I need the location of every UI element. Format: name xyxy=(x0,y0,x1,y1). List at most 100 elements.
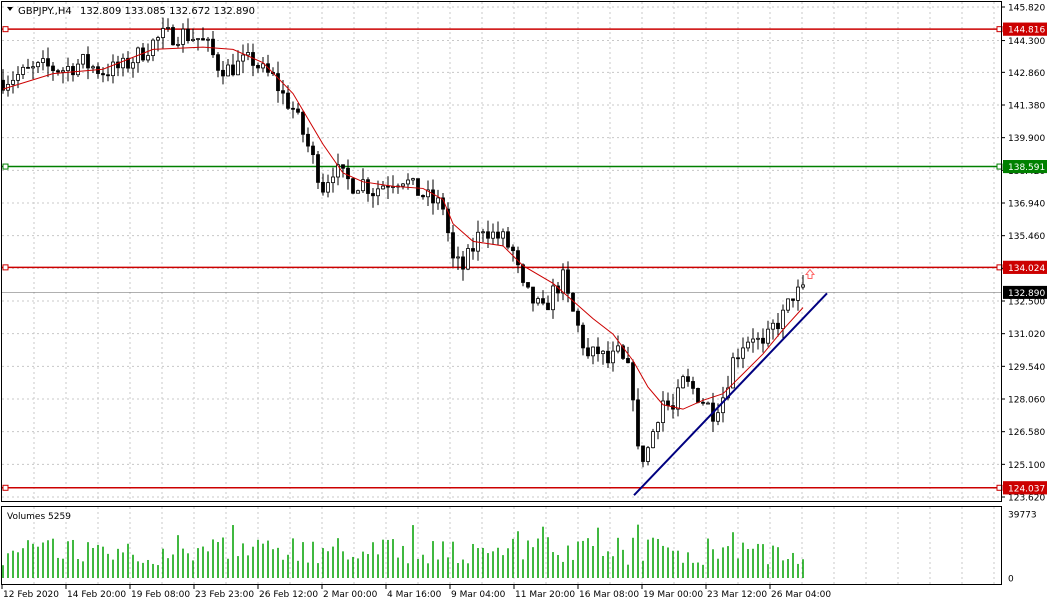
uptrend-line[interactable] xyxy=(633,292,828,496)
candle-body xyxy=(591,346,595,357)
candle-body xyxy=(51,65,55,72)
candle-body xyxy=(551,285,555,311)
candle-body xyxy=(656,422,660,433)
candle-body xyxy=(306,133,310,147)
time-tick-label: 9 Mar 04:00 xyxy=(451,590,506,600)
level-handle-left[interactable] xyxy=(2,163,9,170)
candle-body xyxy=(341,164,345,169)
candle-body xyxy=(701,401,705,404)
price-tick-label: 126.580 xyxy=(1008,428,1045,438)
time-tick-label: 4 Mar 16:00 xyxy=(387,590,442,600)
dropdown-triangle-icon[interactable] xyxy=(7,7,13,11)
candle-body xyxy=(681,376,685,389)
candle-body xyxy=(626,358,630,364)
level-handle-left[interactable] xyxy=(2,26,9,33)
price-tick-label: 125.100 xyxy=(1008,461,1045,471)
candle-body xyxy=(171,27,175,46)
candle-body xyxy=(546,302,550,311)
candle-body xyxy=(26,66,30,69)
candle-body xyxy=(756,337,760,340)
up-arrow-icon[interactable] xyxy=(804,268,816,280)
trendline[interactable] xyxy=(633,268,828,496)
candle-body xyxy=(261,63,265,69)
candle-body xyxy=(791,298,795,301)
candle-body xyxy=(566,269,570,294)
candle-body xyxy=(116,61,120,69)
candle-body xyxy=(151,39,155,56)
candle-body xyxy=(741,347,745,359)
candle-body xyxy=(281,90,285,94)
candle-body xyxy=(721,397,725,414)
candle-body xyxy=(226,64,230,77)
candle-body xyxy=(796,286,800,301)
time-tick-label: 16 Mar 08:00 xyxy=(579,590,639,600)
price-tick-label: 135.460 xyxy=(1008,232,1045,242)
price-tick-label: 139.900 xyxy=(1008,134,1045,144)
candle-body xyxy=(71,66,75,76)
candle-body xyxy=(316,154,320,183)
volume-bars xyxy=(2,524,804,578)
candle-body xyxy=(691,381,695,389)
candle-body xyxy=(101,73,105,76)
candle-body xyxy=(186,28,190,42)
price-tick-label: 145.820 xyxy=(1008,4,1045,14)
candle-body xyxy=(111,61,115,77)
candle-body xyxy=(126,57,130,69)
time-tick-label: 19 Feb 08:00 xyxy=(131,590,190,600)
candle-body xyxy=(336,164,340,178)
candle-body xyxy=(451,232,455,259)
candle-body xyxy=(661,400,665,424)
candle-body xyxy=(751,338,755,343)
volume-tick-label: 39773 xyxy=(1008,511,1037,521)
price-tick-label: 142.860 xyxy=(1008,69,1045,79)
time-tick-label: 26 Mar 04:00 xyxy=(771,590,831,600)
volume-panel-label: Volumes 5259 xyxy=(7,512,71,522)
candle-body xyxy=(121,57,125,69)
candle-body xyxy=(501,231,505,239)
candle-body xyxy=(91,66,95,69)
time-axis: 12 Feb 2020 14 Feb 20:00 19 Feb 08:00 23 Fe… xyxy=(1,585,831,600)
candle-body xyxy=(636,399,640,447)
candle-body xyxy=(436,197,440,204)
time-tick-label: 14 Feb 20:00 xyxy=(67,590,126,600)
candle-body xyxy=(346,167,350,180)
price-tick-label: 129.540 xyxy=(1008,363,1045,373)
candle-body xyxy=(156,37,160,41)
candle-body xyxy=(146,55,150,61)
candle-body xyxy=(536,298,540,304)
volume-tick-label: 0 xyxy=(1008,575,1014,585)
candle-body xyxy=(311,145,315,156)
level-handle-left[interactable] xyxy=(2,484,9,491)
candle-body xyxy=(601,350,605,355)
candle-body xyxy=(576,310,580,326)
candle-body xyxy=(371,193,375,197)
candle-body xyxy=(631,362,635,401)
candle-body xyxy=(786,298,790,311)
moving-average xyxy=(2,46,804,410)
level-price-label: 138.591 xyxy=(1008,163,1045,173)
level-price-tag xyxy=(1003,160,1047,174)
candle-body xyxy=(686,376,690,382)
candle-body xyxy=(376,188,380,197)
candle-body xyxy=(36,62,40,68)
ma-line xyxy=(2,46,804,410)
level-handle-left[interactable] xyxy=(2,264,9,271)
candle-body xyxy=(621,345,625,359)
candle-body xyxy=(481,231,485,234)
candle-body xyxy=(201,38,205,41)
candle-body xyxy=(706,402,710,405)
candle-body xyxy=(81,54,85,65)
candle-body xyxy=(746,341,750,349)
level-price-tag xyxy=(1003,481,1047,495)
time-tick-label: 11 Mar 20:00 xyxy=(515,590,575,600)
level-price-label: 134.024 xyxy=(1008,264,1045,274)
candle-body xyxy=(616,345,620,352)
horizontal-levels[interactable] xyxy=(2,26,1003,491)
candle-body xyxy=(361,179,365,192)
candle-body xyxy=(581,324,585,349)
candle-body xyxy=(446,208,450,234)
candle-body xyxy=(46,58,50,67)
level-price-tag xyxy=(1003,22,1047,36)
